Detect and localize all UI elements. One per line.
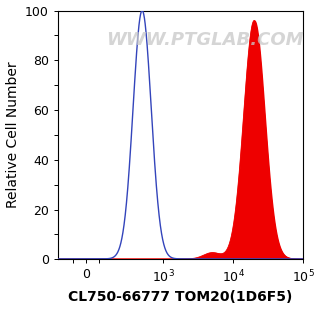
X-axis label: CL750-66777 TOM20(1D6F5): CL750-66777 TOM20(1D6F5): [68, 290, 293, 304]
Text: WWW.PTGLAB.COM: WWW.PTGLAB.COM: [106, 31, 304, 49]
Y-axis label: Relative Cell Number: Relative Cell Number: [5, 62, 20, 208]
